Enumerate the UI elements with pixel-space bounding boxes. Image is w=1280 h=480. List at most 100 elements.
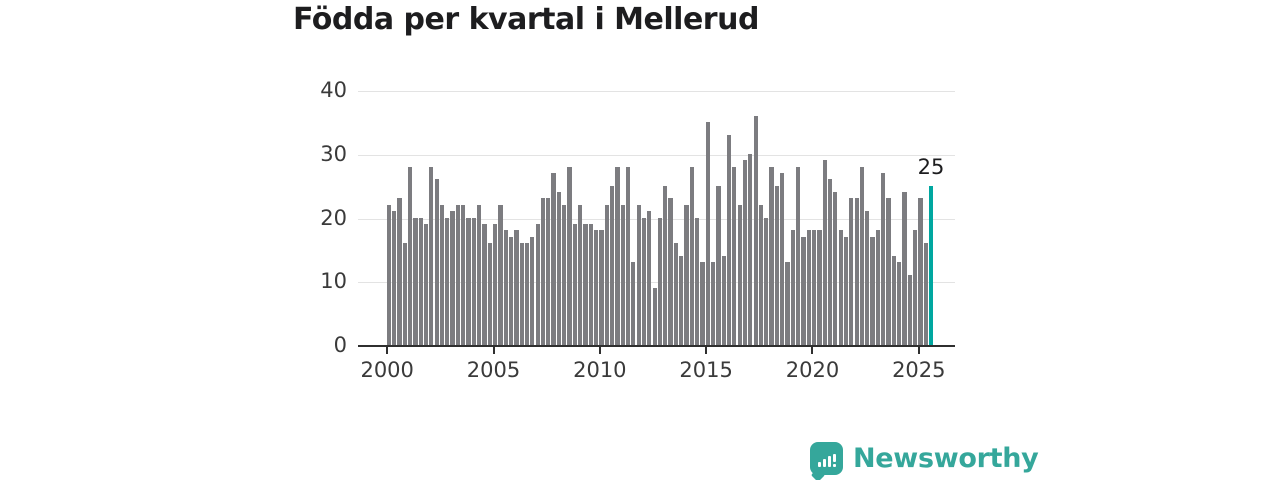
bar	[865, 211, 870, 345]
bar	[397, 198, 402, 345]
bar	[790, 230, 795, 345]
bar	[461, 204, 466, 345]
gridline-40	[358, 91, 955, 92]
gridline-30	[358, 154, 955, 156]
bar	[827, 179, 833, 345]
gridline-20	[358, 218, 955, 220]
highlight-value-label: 25	[917, 154, 945, 179]
bar	[439, 204, 445, 345]
logo-text: Newsworthy	[853, 443, 1039, 474]
bar	[572, 223, 577, 345]
x-tick-2015	[705, 347, 708, 354]
bar	[710, 262, 716, 345]
bar	[466, 217, 471, 345]
y-tick-label-40: 40	[320, 78, 347, 102]
bar	[673, 243, 678, 345]
bar	[907, 274, 912, 345]
bar	[668, 198, 673, 345]
x-tick-label-2005: 2005	[466, 358, 521, 382]
bar	[881, 172, 886, 345]
bar	[631, 262, 636, 345]
bar	[705, 121, 710, 345]
bar	[471, 217, 476, 345]
x-tick-label-2015: 2015	[679, 358, 733, 382]
gridline-10	[358, 282, 955, 284]
bar	[540, 198, 546, 345]
bar	[498, 204, 503, 345]
bar	[530, 236, 535, 345]
bar	[886, 198, 891, 345]
bar	[801, 236, 806, 345]
x-tick-2000	[386, 347, 389, 354]
bar	[732, 166, 737, 345]
bar	[556, 192, 562, 345]
x-tick-2010	[598, 347, 601, 354]
bar	[604, 204, 609, 345]
bar	[625, 166, 631, 345]
bar	[551, 172, 556, 345]
bar	[450, 211, 455, 345]
bar	[647, 211, 652, 345]
bar	[769, 166, 774, 345]
bar	[477, 204, 482, 345]
bar	[407, 166, 413, 345]
bar	[721, 255, 726, 345]
bar	[695, 217, 700, 345]
bar	[918, 198, 923, 345]
bar	[726, 134, 732, 345]
x-tick-label-2020: 2020	[785, 358, 840, 382]
bar	[822, 160, 827, 345]
x-tick-2020	[811, 347, 814, 354]
bar	[774, 185, 780, 345]
bar	[870, 236, 875, 345]
bar-highlighted	[928, 185, 934, 345]
bar	[859, 166, 865, 345]
bar	[748, 153, 753, 345]
bar	[508, 236, 514, 345]
y-tick-label-0: 0	[333, 333, 347, 357]
bar	[434, 179, 439, 345]
bar	[429, 166, 434, 345]
bar	[912, 230, 918, 345]
y-tick-label-10: 10	[320, 269, 347, 294]
bar	[519, 243, 524, 345]
bar	[445, 217, 450, 345]
x-tick-2005	[492, 347, 495, 354]
bar	[742, 160, 748, 345]
bar	[854, 198, 859, 345]
bar	[796, 166, 801, 345]
bar	[413, 217, 418, 345]
bar	[578, 204, 583, 345]
bar	[780, 172, 785, 345]
bar	[689, 166, 694, 345]
bar	[482, 223, 487, 345]
bar	[594, 230, 599, 345]
plot-area: 0 10 20 30 40 2000 2005 2010 2015 2020 2025 25	[320, 80, 955, 382]
bar	[418, 217, 423, 345]
bar	[402, 243, 407, 345]
bar	[923, 243, 928, 345]
bar	[700, 262, 705, 345]
bar	[423, 223, 429, 345]
y-tick-label-20: 20	[320, 205, 347, 230]
bar	[663, 185, 668, 345]
bar	[386, 204, 391, 345]
x-tick-label-2010: 2010	[573, 358, 627, 382]
bar	[455, 204, 461, 345]
bar	[684, 204, 689, 345]
bar	[758, 204, 764, 345]
x-tick-2025	[917, 347, 920, 354]
bar	[875, 230, 881, 345]
newsworthy-logo: Newsworthy	[810, 442, 1039, 475]
x-tick-label-2025: 2025	[892, 358, 946, 382]
bar	[657, 217, 663, 345]
bar	[487, 243, 492, 345]
bar	[849, 198, 854, 345]
bar	[567, 166, 572, 345]
bar	[679, 255, 684, 345]
bar	[891, 255, 896, 345]
bar	[838, 230, 843, 345]
bar	[609, 185, 615, 345]
bar	[806, 230, 811, 345]
speech-bubble-bar-chart-icon	[810, 442, 843, 475]
